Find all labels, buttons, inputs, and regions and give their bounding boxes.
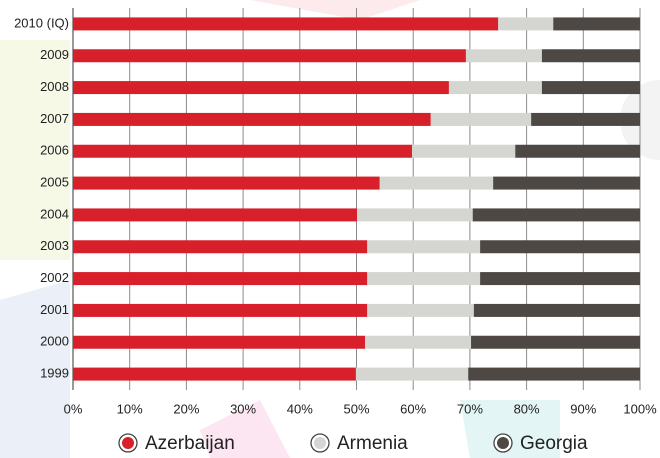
x-tick-label: 0%: [64, 401, 83, 416]
y-tick-label: 2007: [40, 111, 69, 126]
bar-segment: [480, 240, 640, 254]
bar-segment: [357, 208, 473, 222]
bar-segment: [365, 335, 472, 349]
bar-segment: [515, 144, 640, 158]
x-tick-label: 10%: [117, 401, 143, 416]
bar-segment: [430, 112, 532, 126]
bar-segment: [73, 240, 368, 254]
bar-segment: [73, 208, 358, 222]
bar-segment: [541, 49, 640, 63]
bar-segment: [472, 208, 640, 222]
bar-segment: [541, 81, 640, 95]
y-tick-label: 2008: [40, 79, 69, 94]
legend-label: Azerbaijan: [145, 433, 235, 454]
y-tick-label: 2003: [40, 238, 69, 253]
y-tick-label: 2010 (IQ): [14, 15, 69, 30]
y-tick-label: 2005: [40, 175, 69, 190]
x-tick-label: 80%: [514, 401, 540, 416]
bar-segment: [468, 367, 640, 381]
y-tick-label: 1999: [40, 366, 69, 381]
x-tick-label: 50%: [343, 401, 369, 416]
bar-segment: [465, 49, 542, 63]
bar-segment: [367, 240, 481, 254]
bar-segment: [553, 17, 640, 31]
bar-segment: [73, 272, 368, 286]
bar-segment: [73, 112, 431, 126]
y-tick-label: 2006: [40, 143, 69, 158]
bar-segment: [73, 176, 380, 190]
bar-segment: [73, 81, 449, 95]
bar-segment: [367, 272, 481, 286]
bar-segment: [73, 17, 499, 31]
y-tick-label: 2001: [40, 302, 69, 317]
bar-segment: [73, 367, 356, 381]
legend-label: Armenia: [337, 433, 408, 454]
bar-segment: [531, 112, 640, 126]
legend-marker: [497, 437, 509, 449]
x-tick-label: 20%: [173, 401, 199, 416]
bar-segment: [412, 144, 516, 158]
bar-segment: [73, 144, 413, 158]
bar-segment: [471, 335, 640, 349]
y-tick-label: 2000: [40, 334, 69, 349]
y-tick-label: 2004: [40, 206, 69, 221]
bar-segment: [73, 303, 368, 317]
legend-label: Georgia: [520, 433, 588, 454]
x-tick-label: 100%: [623, 401, 657, 416]
x-tick-label: 60%: [400, 401, 426, 416]
x-tick-label: 30%: [230, 401, 256, 416]
bar-segment: [473, 303, 640, 317]
bar-segment: [379, 176, 494, 190]
bar-segment: [367, 303, 474, 317]
x-tick-label: 70%: [457, 401, 483, 416]
x-tick-label: 40%: [287, 401, 313, 416]
bar-segment: [73, 49, 466, 63]
bar-segment: [73, 335, 366, 349]
bar-segment: [448, 81, 542, 95]
bar-segment: [498, 17, 554, 31]
x-tick-label: 90%: [570, 401, 596, 416]
bar-segment: [480, 272, 640, 286]
legend-marker: [122, 437, 134, 449]
bar-segment: [355, 367, 469, 381]
bar-segment: [493, 176, 640, 190]
y-tick-label: 2002: [40, 270, 69, 285]
legend-marker: [314, 437, 326, 449]
y-tick-label: 2009: [40, 47, 69, 62]
